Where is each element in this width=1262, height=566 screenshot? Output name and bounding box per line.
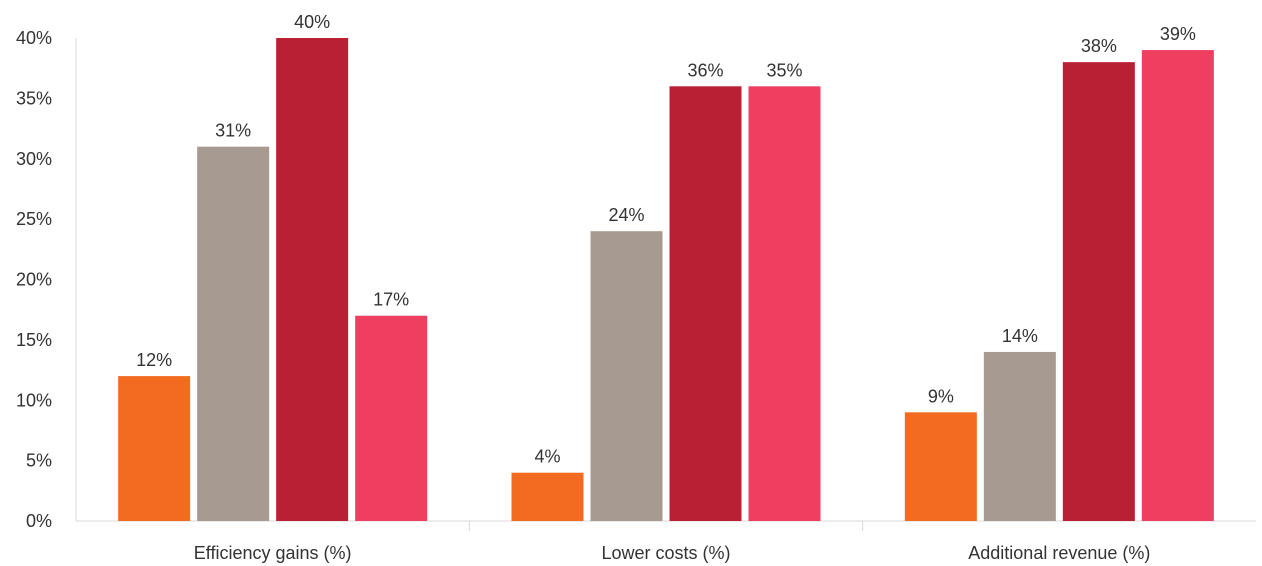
bar <box>276 38 349 521</box>
bar-value-label: 31% <box>215 121 251 141</box>
y-tick-label: 10% <box>16 390 52 410</box>
category-labels: Efficiency gains (%) Lower costs (%) Addit… <box>194 543 1151 563</box>
bar-value-label: 12% <box>136 350 172 370</box>
y-tick-label: 30% <box>16 149 52 169</box>
data-labels: 12% 31% 40% 17% 4% 24% 36% 35% 9% 14% 38% 39% <box>136 12 1196 467</box>
bar-value-label: 24% <box>608 205 644 225</box>
y-tick-label: 20% <box>16 270 52 290</box>
category-separators <box>468 521 864 531</box>
y-tick-label: 15% <box>16 330 52 350</box>
bar-value-label: 14% <box>1002 326 1038 346</box>
bar-value-label: 40% <box>294 12 330 32</box>
category-label: Lower costs (%) <box>601 543 730 563</box>
y-tick-label: 5% <box>26 451 52 471</box>
bar-value-label: 4% <box>534 447 560 467</box>
bar <box>590 231 663 521</box>
y-tick-label: 25% <box>16 209 52 229</box>
bar-value-label: 17% <box>373 290 409 310</box>
bars <box>118 38 1214 522</box>
bar <box>669 86 742 522</box>
bar <box>355 315 428 521</box>
y-tick-label: 40% <box>16 28 52 48</box>
bar-value-label: 35% <box>766 60 802 80</box>
bar <box>511 472 584 521</box>
bar <box>118 376 191 521</box>
bar <box>748 86 821 522</box>
bar <box>983 351 1056 521</box>
bar <box>904 412 977 521</box>
category-label: Additional revenue (%) <box>968 543 1150 563</box>
y-tick-label: 35% <box>16 88 52 108</box>
category-label: Efficiency gains (%) <box>194 543 352 563</box>
bar-value-label: 9% <box>928 386 954 406</box>
bar-value-label: 36% <box>687 60 723 80</box>
bar-value-label: 39% <box>1160 24 1196 44</box>
bar <box>1062 62 1135 522</box>
bar <box>1141 50 1214 521</box>
bar-value-label: 38% <box>1081 36 1117 56</box>
y-axis-ticks: 0% 5% 10% 15% 20% 25% 30% 35% 40% <box>16 28 52 531</box>
y-tick-label: 0% <box>26 511 52 531</box>
bar <box>197 146 270 522</box>
